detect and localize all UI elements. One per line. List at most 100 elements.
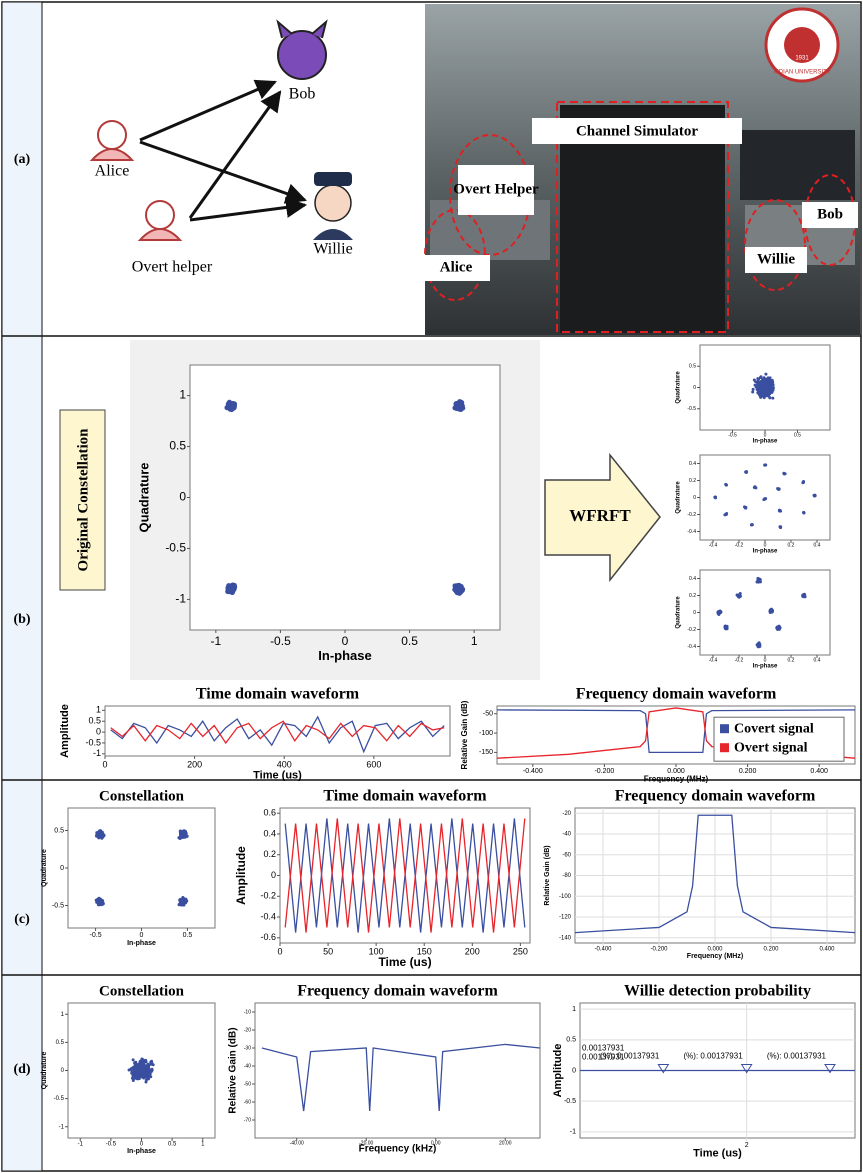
scatter-point xyxy=(717,613,721,617)
x-tick-label: 0.200 xyxy=(763,947,779,953)
panel-label: (a) xyxy=(14,152,31,167)
x-axis-label: Frequency (MHz) xyxy=(644,775,709,784)
x-axis-label: Time (us) xyxy=(253,770,302,782)
annotation: 0.00137931 xyxy=(582,1053,625,1062)
x-tick-label: 200 xyxy=(465,946,480,956)
scatter-point xyxy=(802,592,806,596)
scatter-point xyxy=(756,576,760,580)
photo-labels: Channel Simulator Overt Helper Alice Wil… xyxy=(422,118,858,281)
x-tick-label: 0.2 xyxy=(788,657,795,663)
x-tick-label: 0.000 xyxy=(707,947,723,953)
scatter-point xyxy=(179,834,184,838)
node-label: Willie xyxy=(313,241,352,258)
node-labels: Bob Alice Willie Overt helper xyxy=(95,86,353,276)
x-tick-label: 0.4 xyxy=(814,657,821,663)
y-tick-label: -1 xyxy=(93,748,101,758)
x-axis-label: In-phase xyxy=(753,439,778,445)
y-tick-label: 0 xyxy=(271,870,276,880)
y-tick-label: -0.4 xyxy=(260,911,276,921)
scatter-point xyxy=(763,378,767,382)
marker xyxy=(657,1064,670,1074)
x-tick-label: 0.00 xyxy=(431,1140,441,1146)
x-axis-label: Time (us) xyxy=(378,955,431,969)
y-tick-label: -70 xyxy=(244,1117,251,1123)
y-axis-label: Quadrature xyxy=(136,462,151,532)
scatter-point xyxy=(757,643,761,647)
scatter-point xyxy=(724,483,728,487)
x-tick-label: 0 xyxy=(764,657,767,663)
chart-title: Frequency domain waveform xyxy=(297,983,498,1000)
x-tick-label: 0 xyxy=(764,542,767,548)
x-tick-label: 100 xyxy=(369,946,384,956)
y-tick-label: -20 xyxy=(562,811,571,817)
x-axis-label: Frequency (MHz) xyxy=(687,953,743,960)
y-tick-label: -1 xyxy=(175,592,186,606)
y-tick-label: -40 xyxy=(244,1063,251,1069)
y-axis-label: Relative Gain (dB) xyxy=(544,845,551,905)
scatter-point xyxy=(133,1061,137,1065)
x-tick-label: 0.2 xyxy=(788,542,795,548)
photo-label: Overt Helper xyxy=(453,181,539,197)
legend-box xyxy=(713,716,845,762)
scatter-point xyxy=(227,587,233,593)
y-tick-label: 0.5 xyxy=(54,827,64,834)
y-tick-label: 1 xyxy=(572,1006,576,1013)
scatter-point xyxy=(131,1073,135,1077)
scatter-point xyxy=(150,1067,154,1071)
series-line xyxy=(110,720,445,745)
x-tick-label: -0.200 xyxy=(650,947,668,953)
y-tick-label: 1 xyxy=(61,1012,65,1018)
panel-label: (b) xyxy=(13,612,30,627)
scatter-point xyxy=(181,901,185,906)
y-tick-label: 0 xyxy=(572,1067,576,1074)
y-tick-label: -20 xyxy=(244,1027,251,1033)
scatter-point xyxy=(762,390,766,394)
plot-area xyxy=(104,705,451,757)
y-tick-label: -0.5 xyxy=(52,902,64,909)
y-tick-label: -0.5 xyxy=(165,541,186,555)
scatter-point xyxy=(756,388,760,392)
chart-title: Frequency domain waveform xyxy=(615,788,816,805)
logo-year: 1931 xyxy=(795,56,809,62)
scatter-point xyxy=(751,387,755,391)
scatter-point xyxy=(760,393,764,397)
photo-label: Bob xyxy=(817,206,843,222)
y-tick-label: 0.2 xyxy=(689,478,696,484)
x-tick-label: -0.4 xyxy=(709,657,718,663)
x-tick-label: 0.5 xyxy=(794,432,801,438)
scatter-point xyxy=(146,1068,150,1072)
y-tick-label: -100 xyxy=(559,894,572,900)
x-tick-label: 0.200 xyxy=(739,768,757,775)
scatter-point xyxy=(768,610,772,614)
scatter-point xyxy=(757,579,761,583)
x-tick-label: -0.400 xyxy=(594,947,612,953)
x-tick-label: -1 xyxy=(78,1142,84,1148)
y-tick-label: -60 xyxy=(244,1099,251,1105)
x-tick-label: -0.5 xyxy=(270,634,291,648)
series-line xyxy=(284,818,526,933)
scatter-point xyxy=(760,383,764,387)
y-tick-label: -0.5 xyxy=(564,1098,576,1105)
marker xyxy=(740,1064,753,1074)
series-line xyxy=(110,715,445,754)
y-tick-label: 1 xyxy=(96,705,101,715)
y-tick-label: 1 xyxy=(179,388,186,402)
y-tick-label: -0.4 xyxy=(687,529,696,535)
scatter-point xyxy=(759,379,763,383)
y-tick-label: -0.2 xyxy=(687,512,696,518)
scatter-point xyxy=(762,498,766,502)
scatter-point xyxy=(140,1073,144,1077)
x-axis-label: In-phase xyxy=(753,549,778,555)
y-axis-label: Relative Gain (dB) xyxy=(228,1027,239,1113)
scatter-point xyxy=(764,463,768,467)
plot-area xyxy=(254,1002,541,1139)
scatter-point xyxy=(754,385,758,389)
scatter-point xyxy=(744,506,748,510)
scatter-point xyxy=(132,1065,136,1069)
x-tick-label: 0.000 xyxy=(667,768,685,775)
scatter-point xyxy=(137,1062,141,1066)
chart-title: Constellation xyxy=(99,983,185,999)
scatter-point xyxy=(138,1066,142,1070)
logo-text: XIDIAN UNIVERSITY xyxy=(773,70,831,76)
y-tick-label: 0 xyxy=(693,385,696,391)
